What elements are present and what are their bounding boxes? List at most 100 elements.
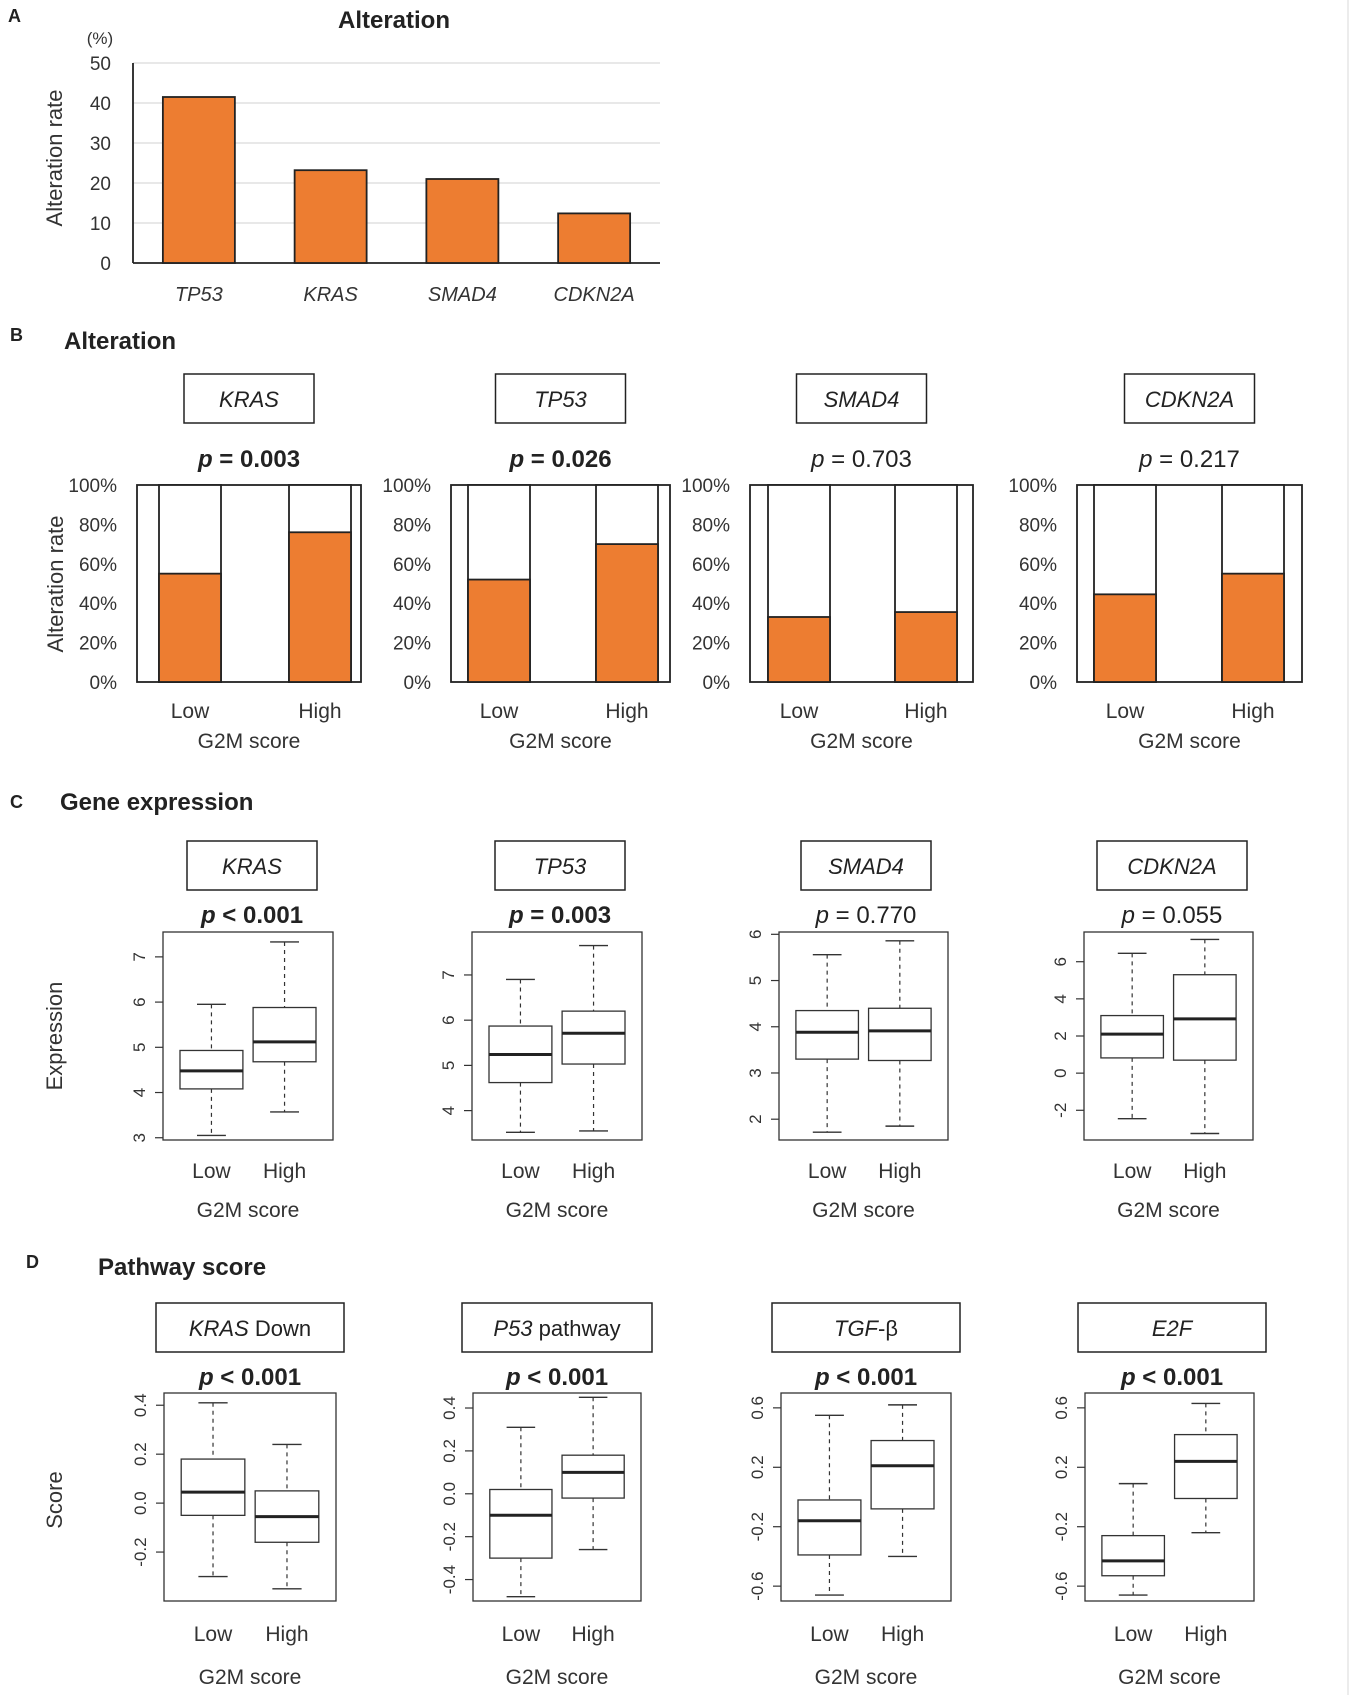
panel-c-tp53-pvalue: p = 0.003 xyxy=(508,902,611,929)
panel-c-smad4-ytick-label: 4 xyxy=(746,1022,765,1031)
panel-a-ytick-label: 10 xyxy=(90,214,111,235)
panel-b-smad4-ytick-label: 40% xyxy=(692,594,730,615)
panel-d-p53-xlabel: G2M score xyxy=(506,1666,609,1689)
panel-b-smad4-ytick-label: 0% xyxy=(703,673,731,694)
panel-b-kras-ytick-label: 80% xyxy=(79,515,117,536)
panel-d-tgf-pvalue: p < 0.001 xyxy=(814,1364,917,1391)
panel-a-letter: A xyxy=(8,6,21,26)
panel-b-cdkn2a-ytick-label: 60% xyxy=(1019,555,1057,576)
panel-d-tgf-ytick-label: -0.2 xyxy=(748,1512,767,1541)
panel-b-tp53-ytick-label: 0% xyxy=(404,673,432,694)
panel-a-ytick-label: 40 xyxy=(90,94,111,115)
panel-c-tp53-ytick-label: 5 xyxy=(439,1061,458,1070)
panel-a-bar-kras xyxy=(293,169,368,264)
panel-c-cdkn2a-ytick-label: 6 xyxy=(1051,957,1070,966)
panel-c-smad4-pvalue: p = 0.770 xyxy=(815,902,917,929)
panel-b-cdkn2a-ytick-label: 80% xyxy=(1019,515,1057,536)
panel-c-tp53-xlabel: G2M score xyxy=(506,1199,609,1222)
panel-a-xtick-label-cdkn2a: CDKN2A xyxy=(554,284,635,306)
panel-b-cdkn2a-bar-altered-high xyxy=(1221,572,1285,683)
panel-a-bar-smad4 xyxy=(425,178,500,264)
panel-d-tgf-xtick-label-low: Low xyxy=(810,1623,849,1646)
panel-b-tp53-label-box xyxy=(494,373,627,424)
panel-c-charts: KRAS p < 0.001 3 4 5 6 7 Low High G2M score TP53 p … xyxy=(42,840,1254,1222)
panel-b-smad4-ytick-label: 100% xyxy=(681,476,730,497)
panel-d-tgf-ytick-label: 0.6 xyxy=(748,1396,767,1420)
panel-b-cdkn2a-ytick-label: 20% xyxy=(1019,634,1057,655)
panel-c-cdkn2a-xtick-label-low: Low xyxy=(1113,1160,1152,1183)
panel-a-ytick-label: 20 xyxy=(90,174,111,195)
panel-b-kras-ytick-label: 0% xyxy=(90,673,118,694)
panel-c-cdkn2a-label-box xyxy=(1096,840,1248,891)
panel-c-kras-ytick-label: 7 xyxy=(130,952,149,961)
panel-b-cdkn2a-ytick-label: 0% xyxy=(1030,673,1058,694)
panel-d-e2f-gene-label: E2F xyxy=(1152,1316,1194,1341)
panel-c-smad4-ytick-label: 2 xyxy=(746,1114,765,1123)
panel-c-letter: C xyxy=(10,792,23,812)
panel-c-kras-xtick-label-low: Low xyxy=(192,1160,231,1183)
panel-d-p53-ytick-label: 0.0 xyxy=(440,1482,459,1506)
panel-b-kras-gene-label: KRAS xyxy=(219,387,279,412)
panel-d-p53-gene-label: P53 pathway xyxy=(493,1316,620,1341)
panel-b-kras-ytick-label: 40% xyxy=(79,594,117,615)
panel-c-kras-ytick-label: 4 xyxy=(130,1088,149,1097)
panel-c-cdkn2a-ytick-label: -2 xyxy=(1051,1103,1070,1118)
panel-d-e2f-label-box xyxy=(1077,1302,1267,1353)
panel-b-cdkn2a-xlabel: G2M score xyxy=(1138,730,1241,753)
panel-d-p53-xtick-label-high: High xyxy=(572,1623,615,1646)
panel-d-p53-box-low xyxy=(489,1488,553,1559)
panel-b-cdkn2a-label-box xyxy=(1123,373,1256,424)
panel-d-e2f-pvalue: p < 0.001 xyxy=(1120,1364,1223,1391)
panel-d-kras-ytick-label: 0.0 xyxy=(131,1491,150,1515)
panel-b-title: Alteration xyxy=(64,328,176,355)
panel-b-smad4-ytick-label: 20% xyxy=(692,634,730,655)
panel-b-charts: KRAS p = 0.003 0% 20% 40% 60% 80% 100% Low High G2… xyxy=(43,373,1303,753)
panel-a-unit-label: (%) xyxy=(87,29,113,48)
panel-d-p53-ytick-label: -0.4 xyxy=(440,1565,459,1594)
panel-a-xtick-label-smad4: SMAD4 xyxy=(428,284,497,306)
panel-b-smad4-bar-altered-low xyxy=(767,616,831,683)
panel-b-smad4-ytick-label: 60% xyxy=(692,555,730,576)
panel-c-smad4-label-box xyxy=(800,840,932,891)
panel-b-tp53-gene-label: TP53 xyxy=(534,387,587,412)
panel-d-p53-label-box xyxy=(461,1302,653,1353)
panel-d-tgf-gene-label: TGF-β xyxy=(834,1316,898,1341)
panel-b-tp53-xlabel: G2M score xyxy=(509,730,612,753)
panel-c-smad4-ytick-label: 3 xyxy=(746,1068,765,1077)
panel-a-xtick-label-kras: KRAS xyxy=(303,284,358,306)
panel-c-cdkn2a-ytick-label: 4 xyxy=(1051,994,1070,1003)
panel-d-tgf-box-low xyxy=(797,1499,862,1556)
panel-b-kras-xtick-label-high: High xyxy=(298,700,341,723)
panel-c-tp53-xtick-label-high: High xyxy=(572,1160,615,1183)
panel-c-smad4-box-low xyxy=(795,1009,860,1060)
panel-c-tp53-ytick-label: 6 xyxy=(439,1015,458,1024)
panel-a-ytick-label: 50 xyxy=(90,54,111,75)
panel-a-bar-cdkn2a xyxy=(557,212,632,264)
panel-d-p53-ytick-label: 0.2 xyxy=(440,1439,459,1463)
panel-d-charts: KRAS Down p < 0.001 -0.2 0.0 0.2 0.4 Low High G2… xyxy=(42,1302,1267,1689)
panel-c-tp53-gene-label: TP53 xyxy=(534,854,587,879)
panel-b-letter: B xyxy=(10,325,23,345)
panel-b-kras-xtick-label-low: Low xyxy=(171,700,210,723)
panel-d-kras-gene-label: KRAS Down xyxy=(189,1316,311,1341)
panel-a-ytick-label: 30 xyxy=(90,134,111,155)
panel-d-tgf-xtick-label-high: High xyxy=(881,1623,924,1646)
panel-b-smad4-bar-altered-high xyxy=(894,611,958,683)
panel-d-kras-ytick-label: -0.2 xyxy=(131,1537,150,1566)
panel-c-smad4-gene-label: SMAD4 xyxy=(828,854,904,879)
panel-d-p53-xtick-label-low: Low xyxy=(502,1623,541,1646)
panel-c-cdkn2a-ytick-label: 2 xyxy=(1051,1031,1070,1040)
panel-d-p53-pvalue: p < 0.001 xyxy=(505,1364,608,1391)
panel-b-cdkn2a-pvalue: p = 0.217 xyxy=(1138,446,1240,473)
panel-b-tp53-xtick-label-high: High xyxy=(605,700,648,723)
panel-a-bar-tp53 xyxy=(161,96,236,264)
panel-b-smad4-xtick-label-high: High xyxy=(904,700,947,723)
panel-c-kras-pvalue: p < 0.001 xyxy=(200,902,303,929)
panel-b-kras-xlabel: G2M score xyxy=(198,730,301,753)
panel-b-tp53-bar-altered-low xyxy=(467,578,531,683)
panel-d-kras-ytick-label: 0.2 xyxy=(131,1442,150,1466)
panel-d-e2f-ytick-label: 0.6 xyxy=(1052,1396,1071,1420)
panel-d-e2f-xtick-label-low: Low xyxy=(1114,1623,1153,1646)
panel-c-smad4-box-high xyxy=(867,1007,932,1062)
